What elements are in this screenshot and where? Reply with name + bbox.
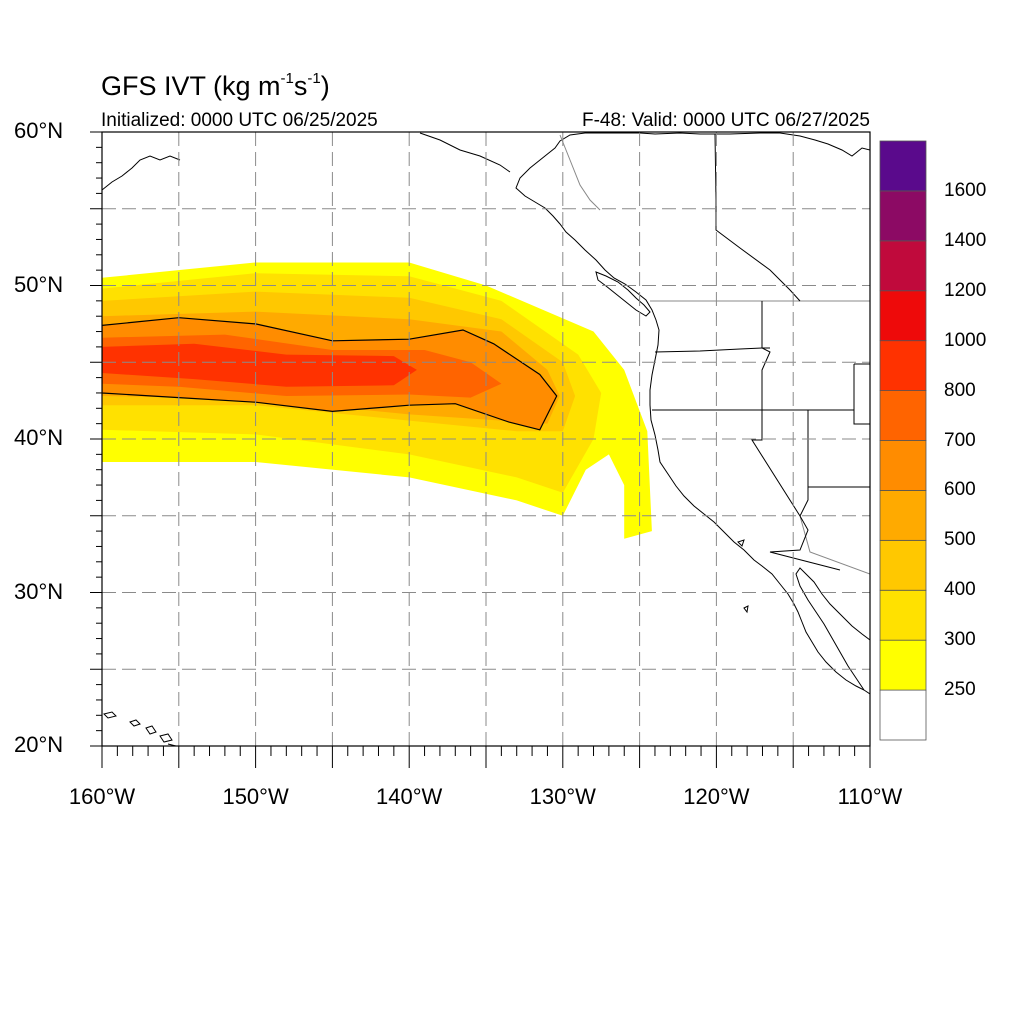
colorbar-swatch xyxy=(879,290,927,342)
coastline-alaska xyxy=(102,155,181,191)
colorbar-swatch xyxy=(879,340,927,391)
colorbar-label: 300 xyxy=(944,629,976,651)
initialized-time: Initialized: 0000 UTC 06/25/2025 xyxy=(101,110,378,131)
colorbar-swatch xyxy=(879,539,927,591)
colorbar-swatch xyxy=(879,190,927,242)
border-mt xyxy=(853,363,870,425)
lon-tick-label: 110°W xyxy=(837,784,903,809)
colorbar-swatch xyxy=(879,589,927,641)
coastline-north-america xyxy=(515,132,870,695)
lat-lon-grid xyxy=(102,132,870,746)
colorbar-label: 500 xyxy=(944,529,976,551)
lon-tick-label: 130°W xyxy=(529,784,596,809)
lon-tick-label: 140°W xyxy=(376,784,443,809)
coastline-gulf-of-california xyxy=(795,567,870,691)
colorbar-swatch xyxy=(879,390,927,441)
border-alaska xyxy=(559,134,601,211)
lat-tick-label: 20°N xyxy=(14,732,64,757)
colorbar-label: 400 xyxy=(944,579,976,601)
lon-tick-label: 150°W xyxy=(222,784,289,809)
colorbar-swatch xyxy=(879,639,927,691)
colorbar-label: 1200 xyxy=(944,279,987,301)
lon-tick-label: 120°W xyxy=(683,784,750,809)
ivt-contour xyxy=(102,317,558,431)
colorbar-label: 1400 xyxy=(944,229,987,251)
border-bc-alberta xyxy=(714,133,801,302)
lat-tick-label: 30°N xyxy=(14,578,64,604)
lat-tick-label: 60°N xyxy=(14,118,64,143)
colorbar-label: 600 xyxy=(944,479,976,501)
colorbar-swatch xyxy=(879,140,927,192)
colorbar xyxy=(879,140,927,741)
border-az-mx xyxy=(799,515,870,575)
colorbar-swatch xyxy=(879,440,927,491)
colorbar-label: 250 xyxy=(944,679,976,701)
colorbar-label: 700 xyxy=(944,429,976,451)
colorbar-label: 1000 xyxy=(944,329,987,351)
lat-tick-label: 40°N xyxy=(14,425,64,450)
contour-line-600 xyxy=(102,317,558,431)
colorbar-label: 800 xyxy=(944,379,976,401)
chart-title: GFS IVT (kg m-1s-1) xyxy=(101,70,330,101)
border-ca-nv xyxy=(751,410,801,517)
hawaii-islands xyxy=(103,711,177,746)
ivt-shaded-field xyxy=(102,262,652,539)
valid-time: F-48: Valid: 0000 UTC 06/27/2025 xyxy=(582,110,870,131)
lon-tick-label: 160°W xyxy=(68,784,136,809)
colorbar-swatch xyxy=(879,240,927,292)
axis-ticks xyxy=(90,131,871,768)
border-id xyxy=(761,301,854,411)
border-ca-az xyxy=(769,515,841,571)
colorbar-label: 1600 xyxy=(944,179,987,201)
colorbar-swatch xyxy=(879,490,927,541)
colorbar-swatch xyxy=(879,689,927,741)
coastline-vancouver-island xyxy=(595,271,651,317)
border-wa-or xyxy=(654,347,770,353)
lat-tick-label: 50°N xyxy=(14,271,64,297)
ivt-band-800 xyxy=(102,343,417,387)
border-nv-ut xyxy=(799,410,809,517)
